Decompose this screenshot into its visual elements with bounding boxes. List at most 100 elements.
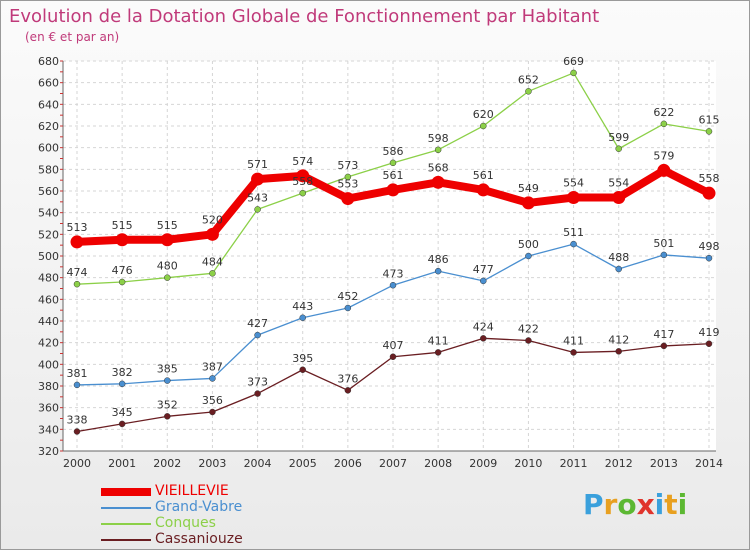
data-point-vieillevie (341, 192, 355, 206)
data-label-grand-vabre: 473 (383, 267, 404, 280)
x-tick-label: 2013 (650, 457, 678, 470)
data-point-cassaniouze (209, 408, 216, 416)
y-tick-label: 640 (38, 98, 59, 111)
data-point-vieillevie (657, 163, 671, 177)
data-point-conques (660, 120, 668, 128)
y-tick-label: 320 (38, 445, 59, 458)
data-point-vieillevie (251, 172, 265, 186)
data-point-vieillevie (702, 186, 716, 200)
data-point-vieillevie (386, 183, 400, 197)
data-label-conques: 669 (563, 55, 584, 68)
x-tick-label: 2002 (153, 457, 181, 470)
data-label-vieillevie: 574 (292, 155, 313, 168)
x-tick-label: 2005 (289, 457, 317, 470)
data-label-cassaniouze: 356 (202, 394, 223, 407)
data-label-grand-vabre: 501 (653, 237, 674, 250)
data-label-cassaniouze: 422 (518, 323, 539, 336)
data-point-cassaniouze (570, 349, 577, 356)
data-point-cassaniouze (344, 387, 352, 394)
data-label-grand-vabre: 381 (67, 367, 88, 380)
data-point-cassaniouze (73, 428, 81, 435)
data-point-grand-vabre (434, 267, 442, 275)
data-label-conques: 543 (247, 191, 268, 204)
data-point-grand-vabre (705, 254, 713, 262)
data-point-conques (705, 128, 713, 135)
data-labels: 513 515 515 520 571 574 553 561 568 561 549 554 554 5… (67, 55, 720, 427)
y-tick-label: 480 (38, 272, 59, 285)
axes: 320 340 360 380 400 420 440 460 480 500 520 540 560 5… (38, 55, 723, 470)
data-label-cassaniouze: 338 (67, 414, 88, 427)
y-tick-label: 440 (38, 315, 59, 328)
y-tick-label: 600 (38, 142, 59, 155)
data-label-grand-vabre: 443 (292, 300, 313, 313)
data-label-conques: 480 (157, 260, 178, 273)
data-label-conques: 598 (428, 132, 449, 145)
data-label-conques: 620 (473, 108, 494, 121)
data-point-vieillevie (567, 191, 581, 204)
x-tick-label: 2012 (605, 457, 633, 470)
data-label-conques: 586 (383, 145, 404, 158)
y-tick-label: 620 (38, 120, 59, 133)
data-label-grand-vabre: 488 (608, 251, 629, 264)
data-label-vieillevie: 558 (699, 172, 720, 185)
data-label-vieillevie: 561 (383, 169, 404, 182)
x-tick-label: 2011 (560, 457, 588, 470)
x-tick-label: 2009 (469, 457, 497, 470)
data-point-vieillevie (70, 235, 84, 249)
data-label-vieillevie: 513 (67, 221, 88, 234)
data-label-conques: 474 (67, 266, 88, 279)
data-point-conques (299, 189, 306, 197)
y-tick-label: 520 (38, 228, 59, 241)
x-tick-label: 2004 (244, 457, 272, 470)
y-tick-label: 560 (38, 185, 59, 198)
legend-swatch (101, 539, 151, 541)
data-label-grand-vabre: 387 (202, 360, 223, 373)
x-tick-label: 2003 (198, 457, 226, 470)
data-label-vieillevie: 571 (247, 158, 268, 171)
legend-label: Cassaniouze (155, 531, 243, 547)
data-point-conques (118, 278, 126, 286)
y-tick-label: 500 (38, 250, 59, 263)
x-tick-label: 2001 (108, 457, 136, 470)
data-label-conques: 573 (337, 159, 358, 172)
data-point-cassaniouze (254, 390, 261, 397)
data-point-conques (344, 173, 352, 181)
y-tick-label: 680 (38, 55, 59, 68)
data-point-vieillevie (476, 183, 490, 197)
data-point-cassaniouze (389, 353, 397, 360)
data-label-cassaniouze: 424 (473, 320, 494, 333)
data-label-cassaniouze: 411 (428, 334, 449, 347)
data-label-cassaniouze: 412 (608, 333, 629, 346)
data-label-grand-vabre: 477 (473, 263, 494, 276)
data-label-conques: 622 (653, 106, 674, 119)
y-tick-label: 540 (38, 207, 59, 220)
data-point-conques (164, 274, 171, 281)
legend-swatch (101, 488, 151, 496)
data-label-cassaniouze: 407 (383, 339, 404, 352)
data-label-cassaniouze: 419 (699, 326, 720, 339)
y-tick-label: 400 (38, 358, 59, 371)
data-point-vieillevie (521, 196, 535, 210)
data-label-vieillevie: 549 (518, 182, 539, 195)
legend-swatch (101, 507, 151, 509)
data-label-cassaniouze: 417 (653, 328, 674, 341)
data-label-cassaniouze: 376 (337, 372, 358, 385)
data-point-grand-vabre (209, 375, 216, 382)
data-point-vieillevie (431, 175, 445, 189)
data-label-vieillevie: 554 (608, 177, 629, 190)
y-tick-label: 380 (38, 380, 59, 393)
data-point-vieillevie (205, 227, 219, 241)
proxiti-logo: Proxiti (583, 488, 688, 521)
data-point-conques (480, 122, 487, 130)
x-tick-label: 2000 (63, 457, 91, 470)
data-point-cassaniouze (615, 348, 622, 355)
data-label-vieillevie: 561 (473, 169, 494, 182)
data-point-conques (525, 88, 532, 95)
data-point-grand-vabre (118, 380, 126, 388)
data-point-conques (254, 206, 261, 213)
data-label-grand-vabre: 452 (337, 290, 358, 303)
data-point-grand-vabre (525, 252, 532, 260)
x-tick-label: 2008 (424, 457, 452, 470)
